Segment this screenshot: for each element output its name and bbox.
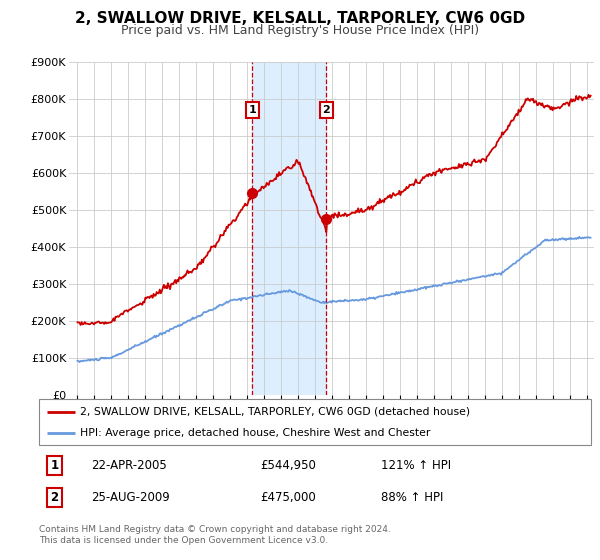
Text: 2: 2: [323, 105, 330, 115]
Text: 1: 1: [248, 105, 256, 115]
Text: Price paid vs. HM Land Registry's House Price Index (HPI): Price paid vs. HM Land Registry's House …: [121, 24, 479, 36]
Text: £544,950: £544,950: [260, 459, 316, 472]
Text: 2, SWALLOW DRIVE, KELSALL, TARPORLEY, CW6 0GD (detached house): 2, SWALLOW DRIVE, KELSALL, TARPORLEY, CW…: [80, 407, 470, 417]
Text: HPI: Average price, detached house, Cheshire West and Chester: HPI: Average price, detached house, Ches…: [80, 428, 431, 438]
Text: 121% ↑ HPI: 121% ↑ HPI: [381, 459, 451, 472]
Text: 2: 2: [50, 491, 59, 504]
Text: 1: 1: [50, 459, 59, 472]
Text: Contains HM Land Registry data © Crown copyright and database right 2024.
This d: Contains HM Land Registry data © Crown c…: [39, 525, 391, 545]
Text: 2, SWALLOW DRIVE, KELSALL, TARPORLEY, CW6 0GD: 2, SWALLOW DRIVE, KELSALL, TARPORLEY, CW…: [75, 11, 525, 26]
Text: 22-APR-2005: 22-APR-2005: [91, 459, 167, 472]
Text: 88% ↑ HPI: 88% ↑ HPI: [381, 491, 443, 504]
Bar: [253, 62, 326, 395]
Text: 25-AUG-2009: 25-AUG-2009: [91, 491, 170, 504]
FancyBboxPatch shape: [39, 399, 591, 445]
Text: £475,000: £475,000: [260, 491, 316, 504]
